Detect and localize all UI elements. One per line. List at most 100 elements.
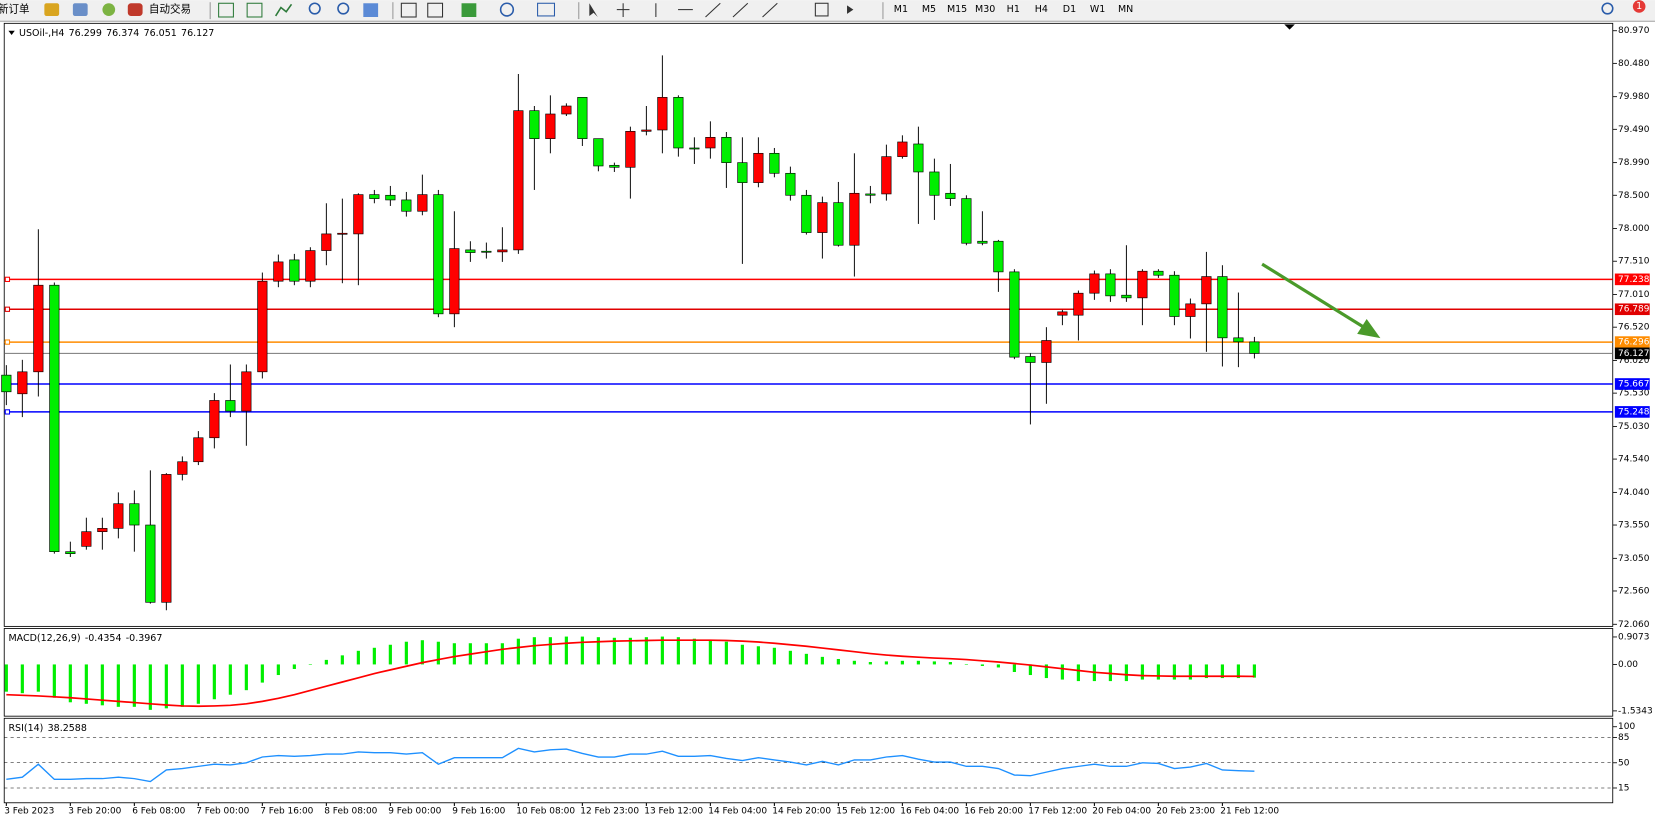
candle-body [545, 113, 556, 139]
macd-bar [788, 650, 792, 665]
candle-body [689, 147, 700, 150]
candle-body [865, 193, 876, 196]
icon[interactable] [427, 2, 444, 18]
header-value: RSI(14) [8, 722, 43, 733]
macd-bar [820, 656, 824, 665]
x-tick-label: 14 Feb 04:00 [708, 807, 767, 817]
candle-body [257, 280, 268, 373]
icon[interactable] [218, 2, 234, 18]
icon[interactable] [246, 2, 263, 18]
macd-bar [276, 664, 280, 676]
zoom-in[interactable] [308, 2, 321, 15]
level-handle [4, 409, 11, 415]
timeframe-button[interactable]: M15 [947, 4, 967, 15]
icon[interactable] [127, 3, 143, 16]
x-tick-label: 13 Feb 12:00 [644, 807, 703, 817]
macd-bar [68, 664, 72, 703]
bid-label-bg [1614, 347, 1650, 360]
icon[interactable] [400, 2, 417, 18]
x-tick-label: 10 Feb 08:00 [516, 807, 575, 817]
icon[interactable] [537, 2, 556, 17]
arrow-tool[interactable] [847, 5, 854, 14]
candle-body [657, 97, 668, 131]
icon[interactable] [72, 3, 88, 16]
timeframe-button[interactable]: H4 [1035, 4, 1048, 15]
x-tick-label: 20 Feb 04:00 [1092, 807, 1151, 817]
timeframe-button[interactable]: M5 [922, 4, 936, 15]
candle-body [401, 199, 412, 212]
macd-bar [164, 664, 168, 709]
rsi-panel [3, 717, 1614, 804]
candle-body [961, 198, 972, 244]
macd-bar [708, 639, 712, 665]
macd-bar [388, 644, 392, 665]
macd-bar [1140, 664, 1144, 680]
candle-body [1, 374, 12, 393]
icon[interactable] [102, 3, 116, 16]
y-tick-label: 78.500 [1618, 191, 1650, 201]
signal-line [6, 639, 1255, 708]
icon[interactable] [461, 3, 477, 17]
header-value: USOil-,H4 [19, 27, 64, 38]
timeframe-button[interactable]: M1 [894, 4, 908, 15]
text-tool[interactable] [814, 2, 829, 17]
candle-body [433, 194, 444, 315]
x-tick-label: 17 Feb 12:00 [1028, 807, 1087, 817]
icon[interactable] [363, 3, 379, 17]
new-order-button[interactable]: 新订单 [0, 3, 30, 16]
y-tick-label: 80.970 [1618, 26, 1650, 36]
x-tick-label: 9 Feb 00:00 [388, 807, 441, 817]
timeframe-button[interactable]: MN [1118, 4, 1133, 15]
macd-bar [52, 664, 56, 698]
icon[interactable] [274, 3, 293, 17]
fib-tool[interactable] [762, 2, 778, 18]
candle-body [817, 202, 828, 233]
candle-body [97, 528, 108, 533]
macd-bar [1076, 664, 1080, 682]
macd-bar [996, 664, 1000, 668]
candle-body [273, 261, 284, 282]
trendline-tool[interactable] [705, 2, 721, 18]
chart-header: USOil-,H4 76.299 76.374 76.051 76.127 [19, 27, 214, 38]
candle-body [17, 371, 28, 395]
candle-body [1137, 270, 1148, 299]
icon[interactable] [44, 3, 60, 16]
zoom-out[interactable] [337, 2, 350, 15]
timeframe-button[interactable]: M30 [975, 4, 995, 15]
header-value: 76.299 [69, 27, 102, 38]
candle-body [1121, 294, 1132, 299]
cursor-tool[interactable] [589, 3, 598, 17]
candle-body [673, 97, 684, 149]
panels [3, 22, 1614, 804]
channel-tool[interactable] [732, 2, 749, 18]
icon[interactable] [499, 2, 515, 17]
candle-body [769, 152, 780, 174]
macd-bar [436, 641, 440, 665]
candle-body [289, 259, 300, 282]
candle-body [977, 240, 988, 244]
timeframe-button[interactable]: H1 [1007, 4, 1020, 15]
macd-bar [740, 644, 744, 665]
candle-body [913, 143, 924, 173]
macd-bar [900, 660, 904, 665]
timeframe-button[interactable]: W1 [1090, 4, 1105, 15]
candle-body [929, 171, 940, 196]
y-tick-label: 72.560 [1618, 586, 1650, 596]
search[interactable] [1601, 2, 1614, 15]
candle-body [1057, 311, 1068, 316]
macd-bar [1060, 664, 1064, 680]
price-label-bg [1614, 303, 1650, 316]
candle-body [993, 240, 1004, 273]
macd-bar [1220, 664, 1224, 679]
auto-trade-button[interactable]: 自动交易 [149, 3, 191, 16]
macd-bar [228, 664, 232, 695]
y-tick-label: 15 [1618, 783, 1629, 793]
candle-body [1201, 276, 1212, 305]
candle-body [945, 192, 956, 199]
timeframe-button[interactable]: D1 [1063, 4, 1076, 15]
x-tick-label: 21 Feb 12:00 [1220, 807, 1279, 817]
notification-badge[interactable] [1632, 0, 1646, 13]
y-tick-label: 0.00 [1618, 660, 1638, 670]
macd-bar [4, 664, 8, 692]
header-value: 38.2588 [48, 722, 87, 733]
